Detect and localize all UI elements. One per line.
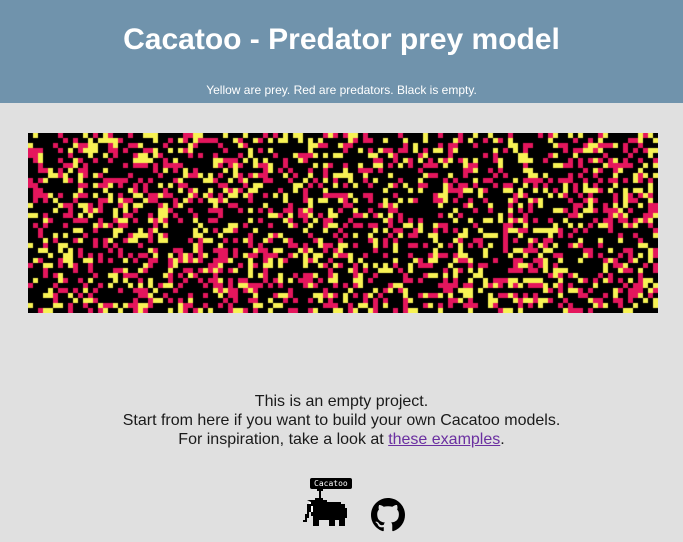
cacatoo-logo-icon[interactable]: Cacatoo xyxy=(291,476,352,532)
message-line-3-prefix: For inspiration, take a look at xyxy=(178,431,389,448)
examples-link[interactable]: these examples xyxy=(388,431,501,448)
project-message: This is an empty project. Start from her… xyxy=(0,392,683,449)
message-line-3-suffix: . xyxy=(500,431,505,448)
page-title: Cacatoo - Predator prey model xyxy=(123,23,560,56)
page-subtitle: Yellow are prey. Red are predators. Blac… xyxy=(206,83,477,97)
simulation-grid xyxy=(28,133,658,313)
page-header: Cacatoo - Predator prey model Yellow are… xyxy=(0,0,683,103)
message-line-1: This is an empty project. xyxy=(254,393,429,410)
cacatoo-logo-label: Cacatoo xyxy=(310,478,352,489)
message-line-2: Start from here if you want to build you… xyxy=(122,412,561,429)
github-icon[interactable] xyxy=(371,498,405,532)
elephant-icon xyxy=(303,489,347,526)
message-line-3: For inspiration, take a look at these ex… xyxy=(0,430,683,449)
